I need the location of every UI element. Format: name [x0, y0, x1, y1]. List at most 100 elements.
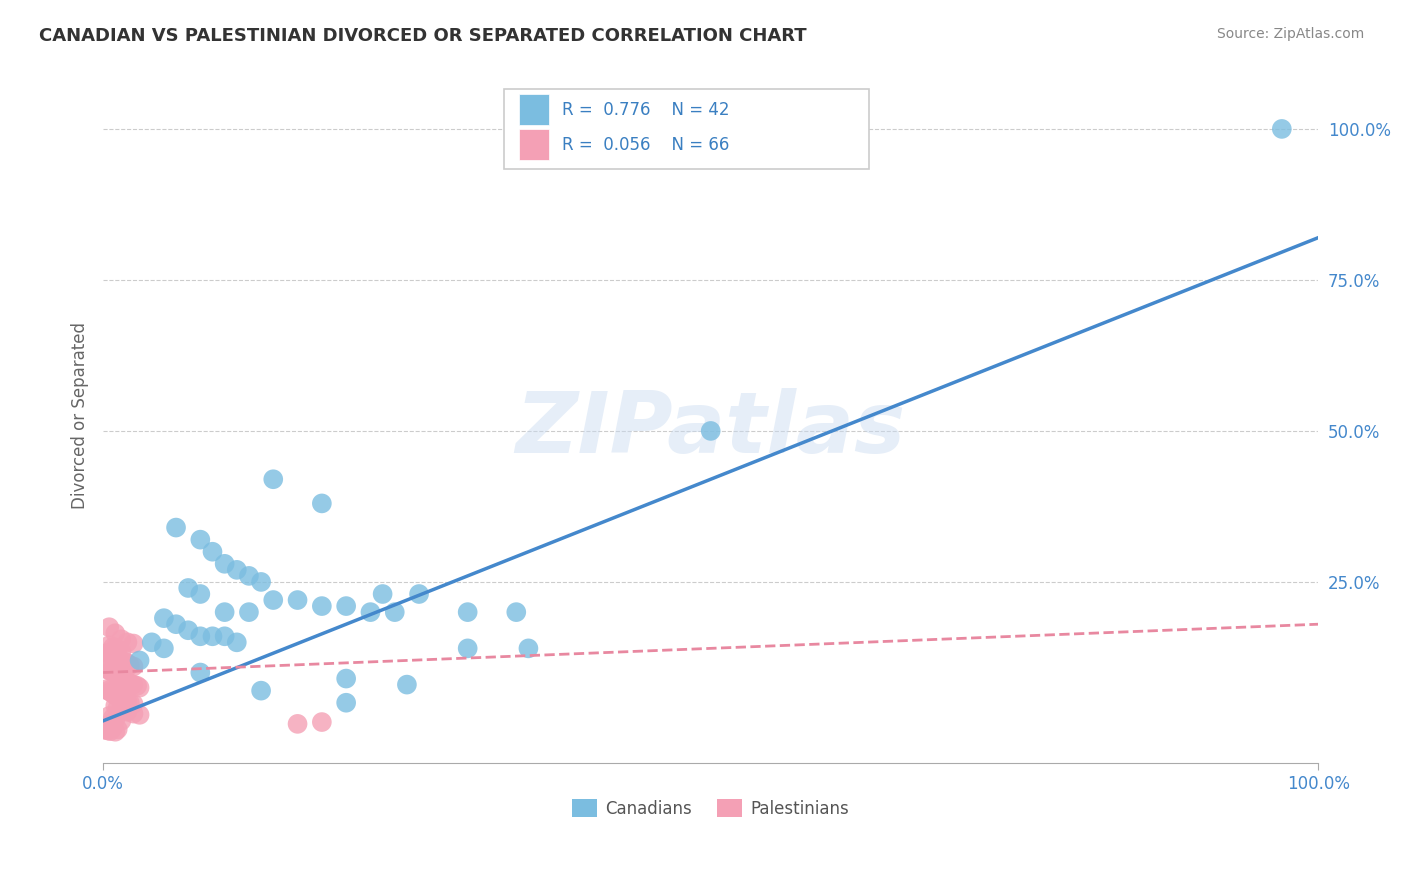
- Point: [110, 644, 132, 658]
- Point: [188, 629, 211, 643]
- Point: [94, 661, 117, 675]
- Point: [371, 587, 394, 601]
- Point: [141, 635, 163, 649]
- Point: [117, 705, 139, 719]
- Point: [101, 687, 124, 701]
- Point: [114, 692, 136, 706]
- Point: [98, 638, 121, 652]
- Point: [408, 587, 430, 601]
- Point: [238, 569, 260, 583]
- Text: ZIPatlas: ZIPatlas: [516, 388, 905, 471]
- Point: [100, 724, 122, 739]
- Point: [384, 605, 406, 619]
- Point: [96, 719, 118, 733]
- Point: [177, 624, 200, 638]
- Point: [94, 723, 117, 737]
- Point: [100, 648, 122, 662]
- Point: [100, 665, 122, 679]
- Point: [188, 665, 211, 680]
- Point: [110, 653, 132, 667]
- Point: [128, 681, 150, 695]
- Point: [118, 696, 141, 710]
- Point: [225, 563, 247, 577]
- Point: [165, 520, 187, 534]
- FancyBboxPatch shape: [519, 95, 550, 126]
- Point: [225, 635, 247, 649]
- Point: [177, 581, 200, 595]
- Point: [114, 673, 136, 687]
- Point: [262, 472, 284, 486]
- Point: [104, 626, 127, 640]
- Point: [118, 676, 141, 690]
- Point: [128, 707, 150, 722]
- Point: [104, 698, 127, 713]
- Point: [311, 714, 333, 729]
- Point: [114, 655, 136, 669]
- Point: [122, 659, 145, 673]
- Point: [101, 648, 124, 663]
- Point: [122, 636, 145, 650]
- Point: [335, 672, 357, 686]
- Point: [127, 679, 149, 693]
- Point: [311, 496, 333, 510]
- Point: [111, 672, 134, 686]
- Point: [122, 697, 145, 711]
- Point: [395, 677, 418, 691]
- Point: [101, 721, 124, 735]
- Point: [250, 574, 273, 589]
- Point: [107, 690, 129, 704]
- Point: [122, 706, 145, 721]
- Point: [128, 653, 150, 667]
- Point: [107, 642, 129, 657]
- Point: [117, 657, 139, 671]
- Point: [311, 599, 333, 613]
- Point: [110, 714, 132, 728]
- Point: [201, 629, 224, 643]
- Point: [101, 665, 124, 680]
- Point: [153, 611, 176, 625]
- Point: [238, 605, 260, 619]
- Point: [97, 683, 120, 698]
- Point: [505, 605, 527, 619]
- Point: [117, 635, 139, 649]
- Point: [517, 641, 540, 656]
- Point: [108, 670, 131, 684]
- Point: [335, 696, 357, 710]
- Point: [107, 668, 129, 682]
- Point: [359, 605, 381, 619]
- FancyBboxPatch shape: [505, 89, 869, 169]
- Text: Source: ZipAtlas.com: Source: ZipAtlas.com: [1216, 27, 1364, 41]
- Point: [107, 723, 129, 737]
- Point: [250, 683, 273, 698]
- Point: [107, 652, 129, 666]
- Point: [117, 674, 139, 689]
- Point: [335, 599, 357, 613]
- Point: [104, 641, 127, 656]
- Point: [287, 717, 309, 731]
- Point: [97, 723, 120, 738]
- Point: [110, 702, 132, 716]
- Point: [104, 724, 127, 739]
- Point: [457, 605, 479, 619]
- Y-axis label: Divorced or Separated: Divorced or Separated: [72, 322, 89, 509]
- Point: [104, 650, 127, 665]
- Point: [457, 641, 479, 656]
- Text: R =  0.056    N = 66: R = 0.056 N = 66: [562, 136, 730, 154]
- Point: [110, 632, 132, 647]
- Point: [188, 587, 211, 601]
- Point: [165, 617, 187, 632]
- Point: [262, 593, 284, 607]
- Point: [214, 557, 236, 571]
- Point: [118, 658, 141, 673]
- Point: [98, 720, 121, 734]
- Point: [699, 424, 721, 438]
- Point: [101, 640, 124, 655]
- Legend: Canadians, Palestinians: Canadians, Palestinians: [565, 793, 856, 824]
- Point: [101, 711, 124, 725]
- Point: [110, 690, 132, 705]
- Point: [104, 689, 127, 703]
- Point: [201, 545, 224, 559]
- Text: R =  0.776    N = 42: R = 0.776 N = 42: [562, 101, 730, 120]
- Point: [104, 666, 127, 681]
- Point: [104, 713, 127, 727]
